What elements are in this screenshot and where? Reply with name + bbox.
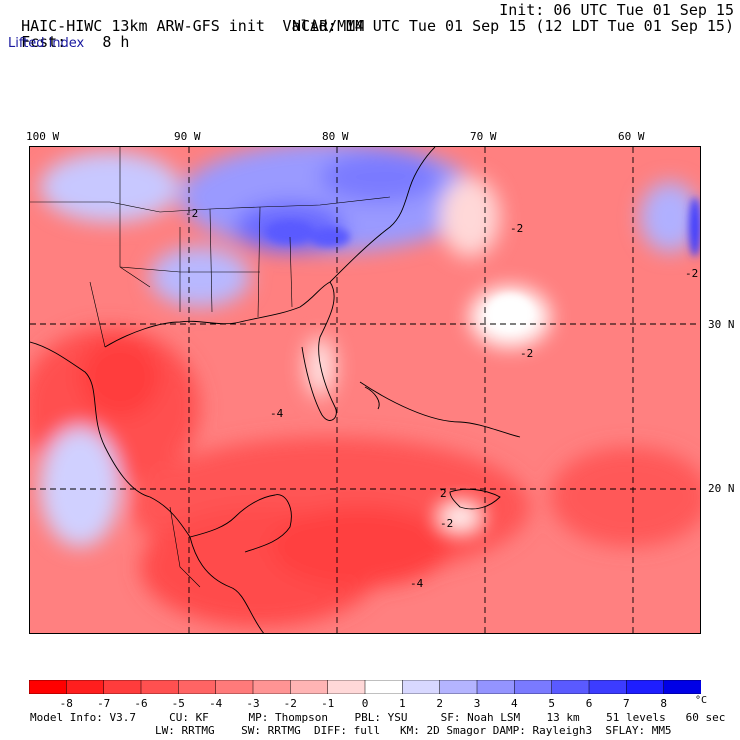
colorbar-swatch: [439, 680, 478, 694]
field-name: Lifted index: [8, 36, 85, 51]
coastlines: [30, 147, 521, 633]
colorbar-swatch: [103, 680, 142, 694]
colorbar-tick-label: 8: [660, 697, 667, 710]
model-info-line2: LW: RRTMG SW: RRTMG DIFF: full KM: 2D Sm…: [155, 724, 672, 737]
colorbar-swatch: [588, 680, 628, 694]
field-detail: [265, 197, 700, 330]
colorbar-swatch: [140, 680, 180, 694]
colorbar-tick-label: -7: [97, 697, 111, 710]
colorbar-swatch: [364, 680, 404, 694]
colorbar-swatch: [514, 680, 553, 694]
colorbar-swatch: [29, 680, 68, 694]
contour-label: -4: [270, 407, 284, 420]
colorbar-swatch: [290, 680, 329, 694]
colorbar-tick-label: -2: [283, 697, 297, 710]
lon-label-70w: 70 W: [470, 130, 497, 143]
contour-label: -2: [520, 347, 533, 360]
lon-label-60w: 60 W: [618, 130, 645, 143]
colorbar-swatch: [252, 680, 292, 694]
graticule: [30, 147, 700, 633]
colorbar-swatch: [215, 680, 254, 694]
colorbar-swatch: [626, 680, 665, 694]
colorbar-swatch: [327, 680, 366, 694]
state-borders: [30, 147, 391, 588]
colorbar-tick-label: -8: [59, 697, 73, 710]
model-info-line1: Model Info: V3.7 CU: KF MP: Thompson PBL…: [30, 711, 726, 724]
colorbar-swatch: [551, 680, 590, 694]
forecast-hours: Fcst: 8 h: [21, 33, 130, 51]
init-time: Init: 06 UTC Tue 01 Sep 15: [499, 1, 734, 19]
map-canvas: -2 -2 -2 -4 -2 -4 -2 2: [30, 147, 700, 633]
colorbar-tick-label: 6: [585, 697, 593, 710]
lon-label-80w: 80 W: [322, 130, 349, 143]
colorbar-unit: °C: [695, 695, 708, 706]
colorbar-tick-label: 1: [398, 697, 406, 710]
contour-label: -2: [440, 517, 453, 530]
lat-label-30n: 30 N: [708, 318, 735, 331]
colorbar-swatch: [178, 680, 217, 694]
colorbar-tick-label: -6: [134, 697, 148, 710]
colorbar: [29, 680, 701, 694]
colorbar-swatch: [66, 680, 105, 694]
contour-label: -2: [185, 207, 198, 220]
valid-time: Valid: 14 UTC Tue 01 Sep 15 (12 LDT Tue …: [282, 17, 734, 35]
colorbar-tick-label: 0: [361, 697, 369, 710]
colorbar-tick-label: 4: [510, 697, 518, 710]
colorbar-tick-label: -3: [246, 697, 260, 710]
colorbar-tick-label: 7: [622, 697, 630, 710]
contour-label: -2: [510, 222, 523, 235]
contour-label: -4: [410, 577, 424, 590]
lon-label-100w: 100 W: [26, 130, 60, 143]
colorbar-tick-label: 3: [473, 697, 481, 710]
colorbar-swatch: [663, 680, 701, 694]
field-shading: [30, 147, 700, 627]
colorbar-tick-label: -4: [209, 697, 223, 710]
contour-label: -2: [685, 267, 698, 280]
colorbar-swatch: [476, 680, 516, 694]
model-title: HAIC-HIWC 13km ARW-GFS init NCAR/MMM: [21, 17, 365, 35]
colorbar-tick-label: -1: [321, 697, 335, 710]
colorbar-tick-label: -5: [171, 697, 185, 710]
contour-label: 2: [440, 487, 447, 500]
colorbar-tick-label: 2: [436, 697, 443, 710]
colorbar-tick-label: 5: [548, 697, 555, 710]
lat-label-20n: 20 N: [708, 482, 735, 495]
colorbar-swatch: [402, 680, 441, 694]
lon-label-90w: 90 W: [174, 130, 201, 143]
lifted-index-map: -2 -2 -2 -4 -2 -4 -2 2: [29, 146, 701, 634]
